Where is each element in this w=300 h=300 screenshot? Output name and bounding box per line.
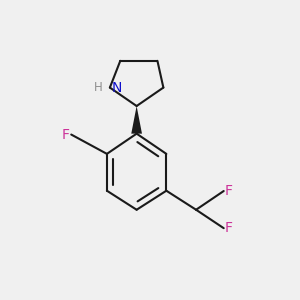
Polygon shape	[131, 106, 142, 134]
Text: H: H	[94, 81, 103, 94]
Text: F: F	[224, 184, 232, 198]
Text: F: F	[224, 221, 232, 235]
Text: F: F	[62, 128, 70, 142]
Text: N: N	[112, 81, 122, 94]
